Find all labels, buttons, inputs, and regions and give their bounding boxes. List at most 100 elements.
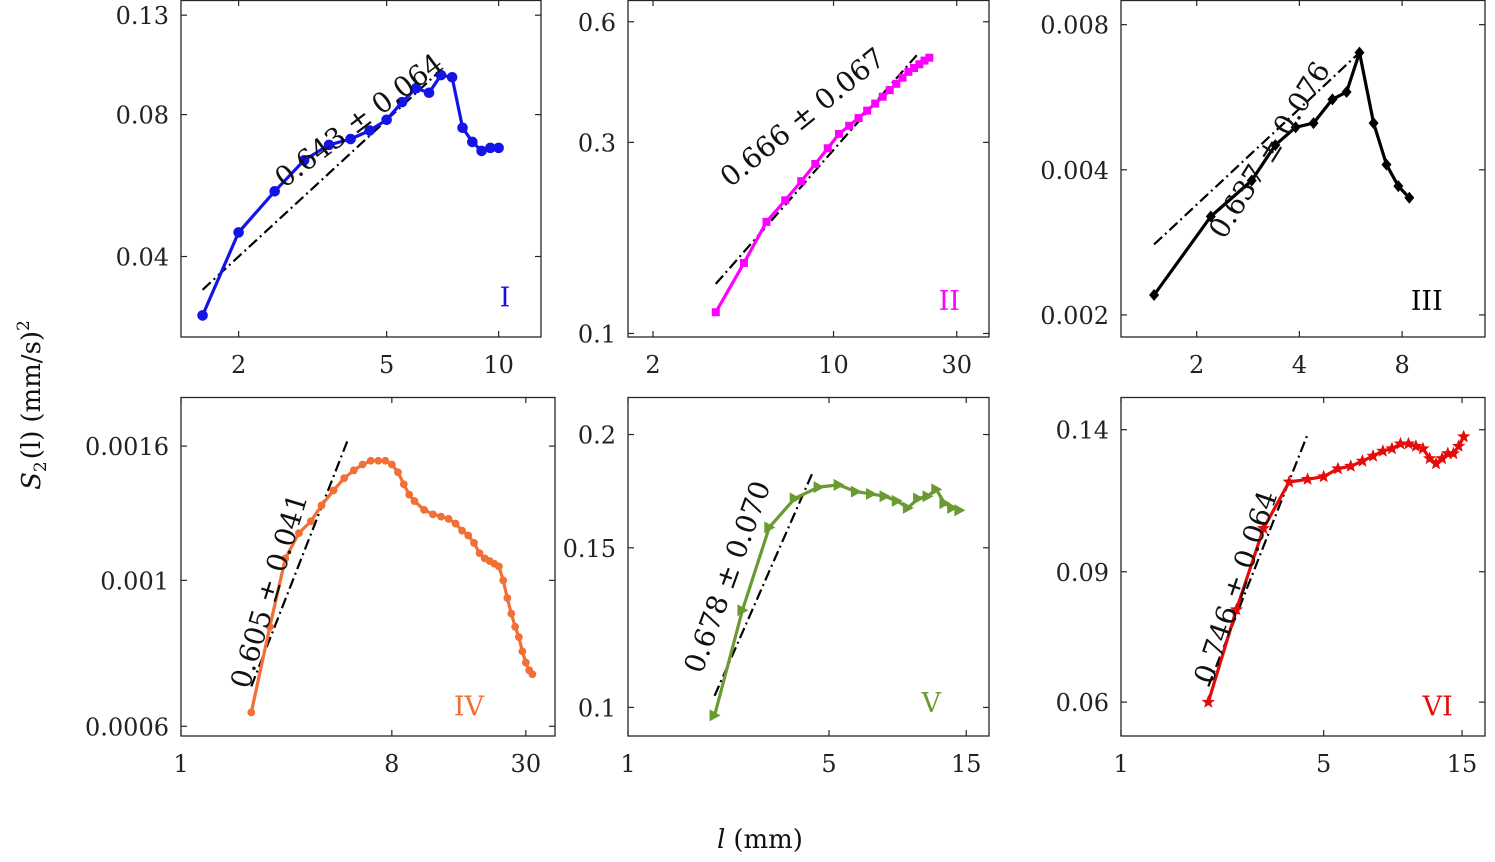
data-point [1300,472,1315,485]
y-tick-label: 0.13 [116,2,169,30]
x-tick-label: 5 [379,351,394,379]
data-point [514,633,523,641]
data-point [898,73,907,82]
slope-annotation: 0.746 ± 0.064 [1187,486,1284,687]
data-point [451,519,460,528]
y-tick-label: 0.002 [1040,302,1109,330]
panel-label: I [500,283,511,314]
data-point [1404,191,1415,204]
y-tick-label: 0.008 [1040,12,1109,40]
data-point [345,133,356,145]
y-tick-label: 0.06 [1056,689,1109,717]
series-markers [1149,46,1415,301]
data-point [737,604,749,617]
data-point [1368,117,1379,130]
y-tick-label: 0.09 [1056,559,1109,587]
panel-label: III [1411,286,1443,317]
data-point [709,709,721,722]
series-markers [709,478,966,722]
data-point [813,481,825,494]
data-point [850,485,862,498]
slope-annotation: 0.605 ± 0.041 [224,490,314,692]
y-tick-label: 0.004 [1040,157,1109,185]
data-point [364,125,375,136]
data-point [1381,158,1392,171]
data-point [1401,436,1416,450]
series-line [249,459,535,715]
data-point [1452,439,1466,452]
data-point [444,515,453,523]
data-point [467,136,478,148]
ylabel-arg: (l) [17,431,47,460]
data-point [366,456,375,465]
ylabel-sup: 2 [14,320,34,331]
x-tick-label: 2 [1189,351,1204,379]
data-point [503,594,512,602]
data-point [381,456,390,465]
data-point [1229,602,1244,616]
panel-III: 2 4 8 0.002 0.004 0.008 0.637 ± 0.076 III [1040,0,1486,379]
data-point [939,497,951,510]
data-point [457,122,468,134]
data-point [789,492,801,505]
data-point [1246,174,1257,187]
data-point [405,490,414,499]
data-point [1376,444,1390,457]
x-tick-label: 10 [818,351,849,379]
data-point [1457,429,1471,443]
axes-frame [627,0,990,338]
global-xlabel: l (mm) [717,825,803,855]
x-tick-label: 1 [620,750,635,778]
data-point [902,501,914,514]
data-point [518,647,527,656]
series-line [1152,50,1411,297]
data-point [499,576,508,585]
data-point [329,486,338,495]
x-tick-label: 15 [951,750,982,778]
ylabel-var: S [17,472,47,490]
data-point [298,154,310,166]
svg-text:S2(l)(mm/s)2: S2(l)(mm/s)2 [14,320,51,490]
data-point [317,501,326,510]
data-point [528,670,537,679]
data-point [410,497,419,505]
data-point [913,492,925,505]
axes-frame [627,396,990,737]
xlabel-var: l [717,825,725,855]
data-point [1435,451,1449,465]
data-point [420,505,429,514]
panel-label: II [939,286,960,317]
x-tick-label: 4 [1292,351,1307,379]
data-point [1331,461,1345,475]
data-point [845,121,854,130]
data-point [476,145,487,157]
x-tick-label: 8 [1394,351,1409,379]
data-point [781,196,790,205]
data-point [265,622,274,631]
slope-annotation: 0.643 ± 0.064 [268,47,449,195]
data-point [834,129,843,138]
data-point [904,67,913,76]
data-point [464,531,473,540]
fit-line [201,69,442,291]
data-point [1423,451,1437,465]
data-point [396,96,408,108]
xlabel-units: (mm) [733,825,803,855]
fit-line [713,471,815,697]
y-tick-label: 0.1 [578,320,616,348]
data-point [1446,446,1460,460]
panel-I: 2 5 10 0.04 0.08 0.13 0.643 ± 0.064 I [116,0,542,379]
panel-label: IV [454,691,485,722]
ylabel-sub: 2 [31,461,51,472]
data-point [954,504,966,517]
panel-label: VI [1422,691,1453,722]
data-point [475,549,484,558]
data-point [511,622,520,631]
data-point [922,490,934,503]
slope-annotation: 0.637 ± 0.076 [1202,56,1337,244]
data-point [910,63,919,72]
data-point [1327,93,1338,106]
data-point [711,308,720,317]
